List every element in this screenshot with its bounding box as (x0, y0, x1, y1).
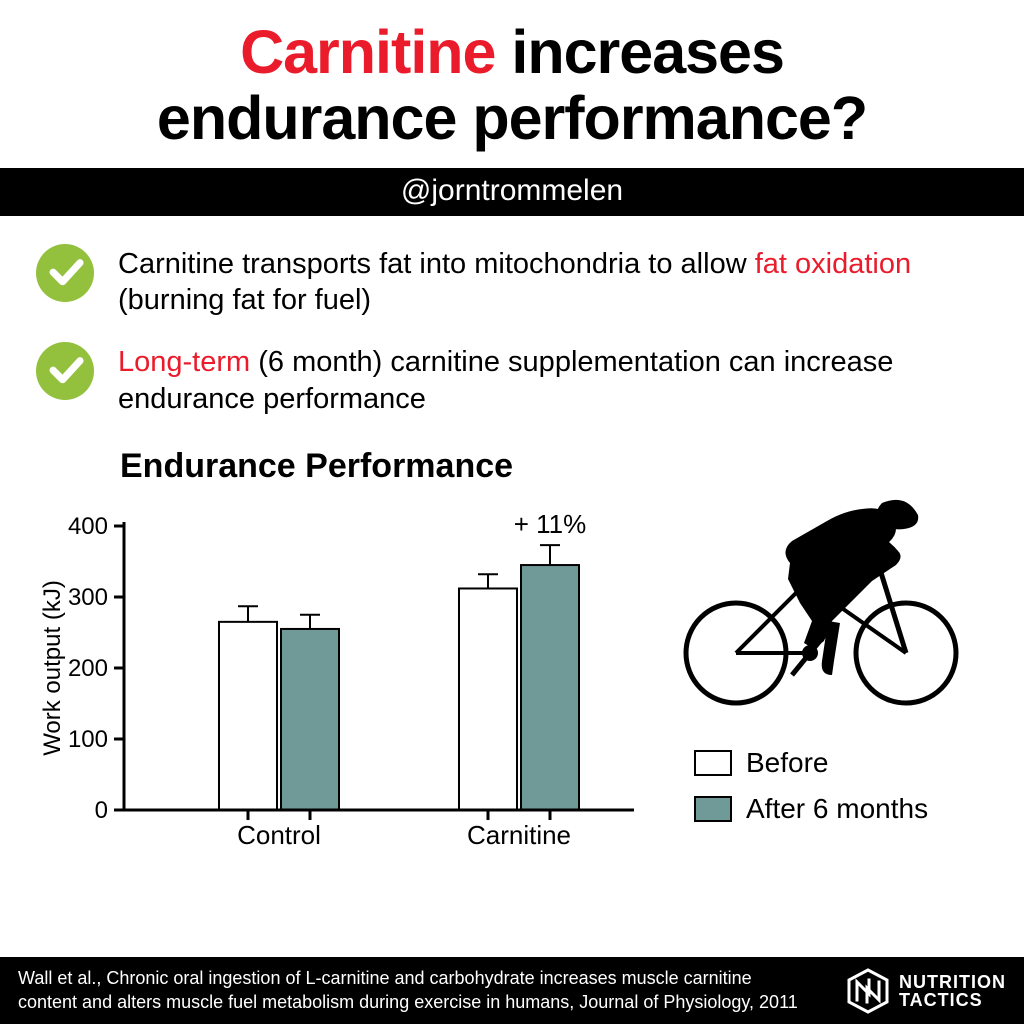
brand-logo: NUTRITION TACTICS (845, 968, 1006, 1014)
svg-text:400: 400 (68, 513, 108, 540)
handle-bar: @jorntrommelen (0, 168, 1024, 216)
bullet-text: Carnitine transports fat into mitochondr… (118, 244, 964, 319)
check-icon (36, 342, 94, 400)
bullet-item: Carnitine transports fat into mitochondr… (36, 244, 964, 319)
bullet-item: Long-term (6 month) carnitine supplement… (36, 342, 964, 417)
svg-text:0: 0 (95, 797, 108, 824)
bar-chart-svg: 0 100 200 300 400 + 11% Control Carnitine Work o… (34, 496, 644, 856)
citation-text: Wall et al., Chronic oral ingestion of L… (18, 967, 798, 1014)
title-highlight: Carnitine (240, 18, 495, 86)
endurance-chart: Endurance Performance 0 100 200 300 400 + 11%… (34, 441, 644, 856)
cyclist-icon (672, 471, 972, 711)
bullet-text: Long-term (6 month) carnitine supplement… (118, 342, 964, 417)
title-line1-rest: increases (495, 18, 783, 86)
legend-item-after: After 6 months (694, 793, 928, 825)
svg-text:+ 11%: + 11% (514, 509, 587, 539)
title-block: Carnitine increases endurance performanc… (0, 0, 1024, 168)
footer-bar: Wall et al., Chronic oral ingestion of L… (0, 957, 1024, 1024)
legend: Before After 6 months (654, 747, 928, 839)
legend-swatch (694, 750, 732, 776)
title-line2: endurance performance? (40, 86, 984, 152)
bullet-list: Carnitine transports fat into mitochondr… (0, 216, 1024, 441)
svg-text:Work output (kJ): Work output (kJ) (39, 580, 66, 756)
svg-text:300: 300 (68, 584, 108, 611)
legend-item-before: Before (694, 747, 928, 779)
check-icon (36, 244, 94, 302)
brand-icon (845, 968, 891, 1014)
svg-text:200: 200 (68, 655, 108, 682)
legend-swatch (694, 796, 732, 822)
chart-title: Endurance Performance (120, 447, 644, 486)
svg-text:Carnitine: Carnitine (467, 820, 571, 850)
svg-text:Control: Control (237, 820, 321, 850)
svg-text:100: 100 (68, 726, 108, 753)
